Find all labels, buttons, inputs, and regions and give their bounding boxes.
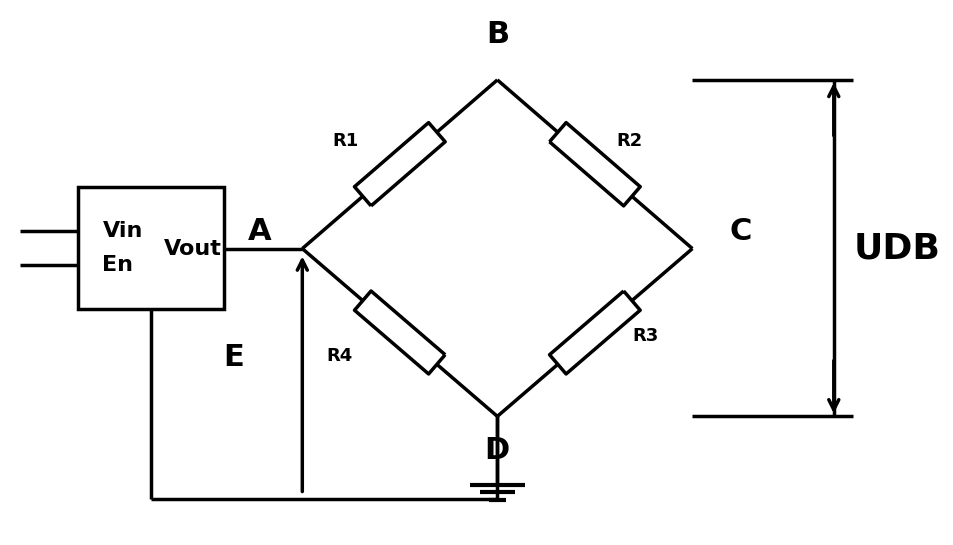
Polygon shape — [549, 291, 639, 374]
Text: Vout: Vout — [164, 239, 221, 259]
Text: UDB: UDB — [852, 232, 940, 265]
Text: R1: R1 — [333, 132, 358, 150]
Text: Vin: Vin — [102, 221, 143, 241]
Polygon shape — [355, 123, 445, 206]
Text: C: C — [729, 216, 751, 246]
Text: R2: R2 — [616, 132, 642, 150]
Polygon shape — [549, 123, 639, 206]
Polygon shape — [355, 291, 445, 374]
Text: D: D — [484, 436, 510, 465]
Text: A: A — [247, 216, 271, 246]
Text: R3: R3 — [631, 328, 658, 346]
Text: En: En — [102, 255, 133, 275]
Text: B: B — [485, 20, 508, 49]
Text: R4: R4 — [327, 347, 353, 365]
Text: E: E — [223, 343, 244, 372]
Bar — [78, 187, 224, 309]
